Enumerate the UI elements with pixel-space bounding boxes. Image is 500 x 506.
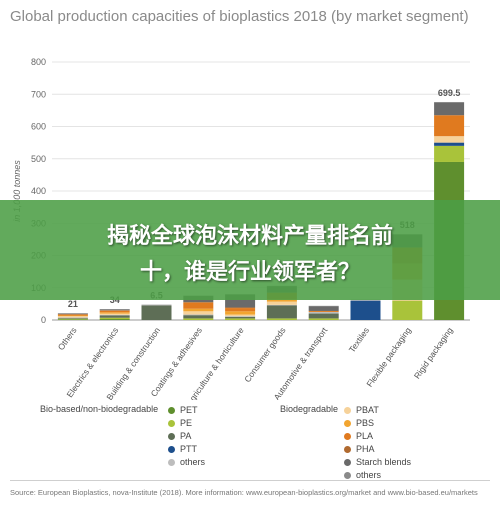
y-tick-label: 600	[31, 122, 46, 132]
bar-segment-pbs	[266, 299, 297, 302]
bar-segment-pet	[57, 319, 88, 320]
bar-segment-starch-blends	[57, 313, 88, 315]
x-tick-label: Others	[56, 325, 79, 352]
bar-segment-pe	[266, 318, 297, 320]
legend-swatch	[168, 420, 175, 427]
overlay-banner	[0, 200, 500, 300]
legend-label: Starch blends	[356, 457, 412, 467]
legend-swatch	[344, 459, 351, 466]
legend-label: PBAT	[356, 405, 379, 415]
legend-swatch	[168, 446, 175, 453]
legend-swatch	[168, 433, 175, 440]
bar-segment-pbs	[225, 311, 256, 315]
bar-segment-pbat	[225, 314, 256, 317]
bar-segment-pa	[225, 316, 256, 319]
legend-swatch	[344, 407, 351, 414]
legend-swatch	[168, 407, 175, 414]
bar-segment-pe	[434, 145, 465, 162]
bar-segment-ptt	[434, 142, 465, 146]
bar-segment-others	[308, 311, 339, 314]
bar-segment-pla	[225, 308, 256, 312]
bar-segment-pe	[308, 318, 339, 320]
legend-swatch	[344, 433, 351, 440]
bar-segment-pa	[183, 315, 214, 319]
banner-title-line2: 十，谁是行业领军者？	[139, 260, 360, 285]
legend-label: PHA	[356, 444, 375, 454]
bar-segment-pbat	[183, 311, 214, 315]
data-label: 34	[110, 295, 120, 305]
bar-segment-pla	[99, 310, 130, 313]
bar-segment-starch-blends	[99, 309, 130, 311]
bar-segment-pbat	[434, 136, 465, 143]
data-label: 21	[68, 299, 78, 309]
bar-segment-others	[266, 304, 297, 306]
y-axis-label: in 1,000 tonnes	[12, 160, 22, 222]
y-tick-label: 0	[41, 315, 46, 325]
chart-title: Global production capacities of bioplast…	[10, 8, 469, 25]
legend-label: PET	[180, 405, 198, 415]
divider	[10, 480, 490, 481]
bar-segment-others	[225, 316, 256, 317]
x-tick-label: Textiles	[347, 325, 371, 354]
y-tick-label: 700	[31, 89, 46, 99]
bar-segment-pe	[57, 318, 88, 320]
legend-label: others	[180, 457, 206, 467]
legend-label: PLA	[356, 431, 374, 441]
bar-segment-pbat	[266, 301, 297, 305]
data-label: 699.5	[438, 88, 461, 98]
bar-segment-pe	[392, 300, 423, 320]
bar-segment-pe	[183, 318, 214, 320]
legend-label: PA	[180, 431, 192, 441]
bar-segment-others	[141, 304, 172, 306]
bar-segment-ptt	[350, 300, 381, 320]
bar-segment-pbat	[57, 316, 88, 318]
legend-label: PE	[180, 418, 193, 428]
x-tick-label: Rigid packaging	[412, 325, 455, 381]
legend-label: others	[356, 470, 382, 480]
bar-segment-pet	[99, 319, 130, 320]
bar-segment-others	[57, 317, 88, 319]
bar-segment-pe	[225, 318, 256, 320]
bar-segment-pla	[308, 310, 339, 312]
bar-segment-pa	[57, 318, 88, 319]
legend-header-nonbiodegradable: Bio-based/non-biodegradable	[40, 404, 159, 414]
source-note: Source: European Bioplastics, nova-Insti…	[10, 488, 478, 497]
bar-segment-pbat	[99, 313, 130, 315]
bar-segment-others	[183, 314, 214, 316]
bar-segment-pa	[99, 315, 130, 318]
bar-segment-starch-blends	[434, 102, 465, 116]
bar-segment-pla	[57, 314, 88, 316]
y-tick-label: 800	[31, 57, 46, 67]
bar-segment-pa	[141, 305, 172, 320]
banner-title-line1: 揭秘全球泡沫材料产量排名前	[106, 224, 393, 249]
bar-segment-pa	[266, 305, 297, 319]
bar-segment-others	[99, 314, 130, 316]
legend-header-biodegradable: Biodegradable	[280, 404, 339, 414]
x-tick-label: Flexible packaging	[364, 325, 413, 389]
legend-label: PTT	[180, 444, 197, 454]
bar-segment-pe	[99, 317, 130, 320]
legend-swatch	[344, 446, 351, 453]
bar-segment-pa	[308, 313, 339, 319]
x-tick-label: Consumer goods	[242, 325, 287, 384]
bar-segment-others	[350, 300, 381, 301]
y-tick-label: 400	[31, 186, 46, 196]
legend-swatch	[344, 472, 351, 479]
legend-swatch	[344, 420, 351, 427]
bar-segment-pbs	[99, 312, 130, 314]
bar-segment-starch-blends	[308, 306, 339, 311]
bar-segment-pbs	[183, 308, 214, 312]
y-tick-label: 500	[31, 154, 46, 164]
bar-segment-pla	[434, 115, 465, 137]
bar-segment-pha	[225, 307, 256, 309]
bar-segment-pbs	[57, 315, 88, 317]
legend-label: PBS	[356, 418, 375, 428]
bar-segment-pla	[183, 302, 214, 309]
legend-swatch	[168, 459, 175, 466]
